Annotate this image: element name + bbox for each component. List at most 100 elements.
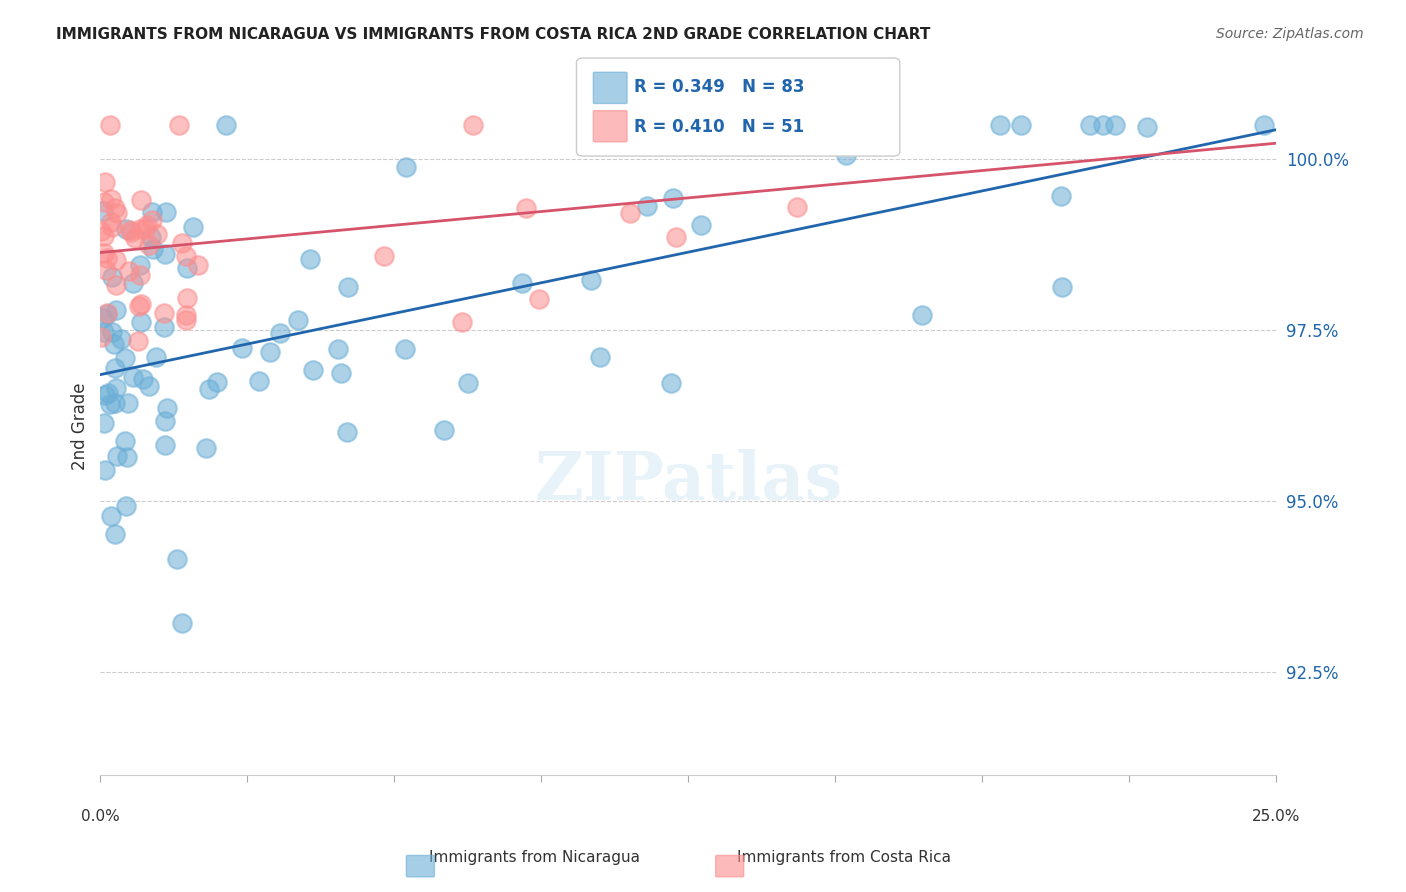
Point — [101, 269, 124, 284]
Point — [394, 160, 416, 174]
Point — [120, 223, 142, 237]
Point — [153, 438, 176, 452]
Point — [146, 227, 169, 242]
Point — [461, 118, 484, 132]
Text: IMMIGRANTS FROM NICARAGUA VS IMMIGRANTS FROM COSTA RICA 2ND GRADE CORRELATION CH: IMMIGRANTS FROM NICARAGUA VS IMMIGRANTS … — [56, 27, 931, 42]
Point — [90, 224, 112, 238]
Point — [287, 312, 309, 326]
Point — [94, 388, 117, 402]
Point — [128, 268, 150, 282]
Point — [141, 204, 163, 219]
Point — [128, 299, 150, 313]
Point — [181, 220, 204, 235]
Text: Immigrants from Costa Rica: Immigrants from Costa Rica — [737, 850, 950, 865]
Point — [129, 315, 152, 329]
Point — [93, 416, 115, 430]
Point — [100, 219, 122, 234]
Point — [1104, 118, 1126, 132]
Point — [117, 396, 139, 410]
Point — [636, 199, 658, 213]
Point — [96, 251, 118, 265]
Point — [301, 362, 323, 376]
Point — [141, 230, 163, 244]
Point — [105, 206, 128, 220]
Point — [131, 193, 153, 207]
Point — [911, 308, 934, 322]
Point — [527, 292, 550, 306]
Point — [194, 441, 217, 455]
Point — [515, 201, 537, 215]
Point — [93, 463, 115, 477]
Point — [665, 230, 688, 244]
Point — [129, 222, 152, 236]
Point — [198, 383, 221, 397]
Point — [93, 195, 115, 210]
Point — [142, 242, 165, 256]
Point — [326, 343, 349, 357]
Point — [176, 260, 198, 275]
Point — [103, 396, 125, 410]
Point — [169, 118, 191, 132]
Point — [155, 205, 177, 219]
Point — [1091, 118, 1114, 132]
Point — [156, 401, 179, 415]
Point — [1050, 280, 1073, 294]
Point — [104, 201, 127, 215]
Point — [100, 192, 122, 206]
Point — [269, 326, 291, 340]
Point — [93, 246, 115, 260]
Point — [129, 258, 152, 272]
Point — [1050, 189, 1073, 203]
Point — [153, 414, 176, 428]
Point — [187, 258, 209, 272]
Point — [124, 231, 146, 245]
Point — [457, 376, 479, 390]
Text: 0.0%: 0.0% — [82, 809, 120, 824]
Point — [247, 374, 270, 388]
Point — [132, 372, 155, 386]
Point — [145, 350, 167, 364]
Point — [433, 423, 456, 437]
Point — [512, 276, 534, 290]
Point — [129, 297, 152, 311]
Point — [104, 382, 127, 396]
Text: 25.0%: 25.0% — [1251, 809, 1301, 824]
Point — [176, 291, 198, 305]
Point — [115, 222, 138, 236]
Point — [176, 308, 198, 322]
Point — [1078, 118, 1101, 132]
Point — [104, 361, 127, 376]
Point — [114, 351, 136, 366]
Point — [114, 434, 136, 449]
Point — [174, 313, 197, 327]
Point — [93, 228, 115, 243]
Text: R = 0.349   N = 83: R = 0.349 N = 83 — [634, 78, 804, 96]
Point — [122, 370, 145, 384]
Point — [115, 499, 138, 513]
Point — [763, 135, 786, 149]
Point — [118, 264, 141, 278]
Point — [104, 526, 127, 541]
Point — [93, 325, 115, 339]
Point — [91, 203, 114, 218]
Point — [661, 191, 683, 205]
Point — [172, 235, 194, 250]
Point — [579, 273, 602, 287]
Point — [96, 305, 118, 319]
Point — [134, 221, 156, 235]
Point — [101, 325, 124, 339]
Point — [373, 249, 395, 263]
Point — [450, 315, 472, 329]
Point — [138, 237, 160, 252]
Point — [215, 118, 238, 132]
Point — [651, 130, 673, 145]
Point — [103, 337, 125, 351]
Point — [166, 551, 188, 566]
Text: ZIPatlas: ZIPatlas — [534, 450, 842, 515]
Point — [835, 148, 858, 162]
Point — [115, 450, 138, 464]
Point — [205, 375, 228, 389]
Point — [259, 345, 281, 359]
Point — [105, 252, 128, 267]
Point — [153, 246, 176, 260]
